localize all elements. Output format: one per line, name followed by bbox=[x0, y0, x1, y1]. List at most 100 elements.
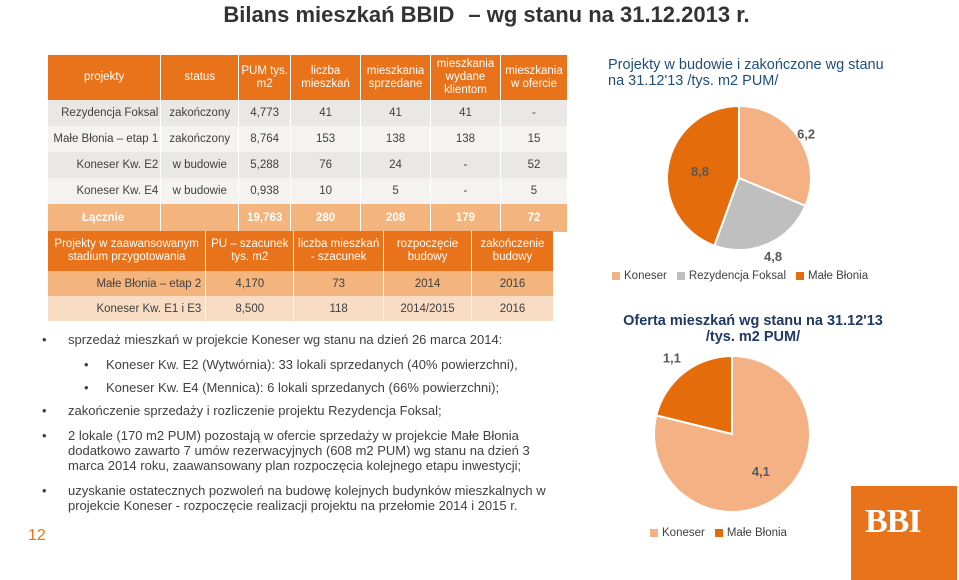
pie-chart-offer: 4,1 1,1 bbox=[653, 352, 811, 513]
table-cell: 52 bbox=[500, 152, 569, 178]
table-cell: w budowie bbox=[160, 178, 240, 204]
bullet-item: 2 lokale (170 m2 PUM) pozostają w oferci… bbox=[40, 428, 560, 473]
table-cell: 4,170 bbox=[205, 271, 295, 296]
table-row: Koneser Kw. E4 w budowie 0,938 10 5 - 5 bbox=[48, 178, 569, 204]
pie-data-label: 6,2 bbox=[797, 126, 815, 141]
column-header: mieszkania sprzedane bbox=[360, 55, 431, 100]
pie-slice-rezydencja-foksal bbox=[713, 176, 807, 251]
table-cell: - bbox=[500, 100, 569, 126]
table-cell: 41 bbox=[430, 100, 501, 126]
legend-label: Rezydencja Foksal bbox=[688, 270, 786, 282]
table-cell: 76 bbox=[290, 152, 362, 178]
column-header: liczba mieszkań - szacunek bbox=[293, 231, 385, 271]
table-cell: 5 bbox=[360, 178, 431, 204]
pie-data-label: 1,1 bbox=[663, 352, 681, 365]
legend-item: Rezydencja Foksal bbox=[676, 270, 786, 282]
table-row: Koneser Kw. E1 i E3 8,500 118 2014/2015 … bbox=[48, 296, 554, 321]
table-cell: 5,288 bbox=[238, 152, 292, 178]
legend-item: Koneser bbox=[650, 527, 705, 539]
table-row: Małe Błonia – etap 2 4,170 73 2014 2016 bbox=[48, 271, 554, 296]
bullet-subitem: Koneser Kw. E4 (Mennica): 6 lokali sprze… bbox=[40, 380, 560, 395]
chart-legend: Koneser Rezydencja Foksal Małe Błonia bbox=[612, 270, 878, 282]
legend-item: Małe Błonia bbox=[796, 270, 868, 282]
column-header: status bbox=[160, 55, 240, 100]
bullet-item: zakończenie sprzedaży i rozliczenie proj… bbox=[40, 403, 560, 418]
bullet-list: sprzedaż mieszkań w projekcie Koneser wg… bbox=[40, 332, 560, 519]
logo-text: BBI bbox=[865, 503, 922, 540]
table-cell: 280 bbox=[290, 204, 362, 232]
page-number: 12 bbox=[28, 527, 46, 544]
legend-label: Małe Błonia bbox=[726, 527, 787, 539]
table-row: Koneser Kw. E2 w budowie 5,288 76 24 - 5… bbox=[48, 152, 569, 178]
table-cell: 8,500 bbox=[205, 296, 295, 321]
table-cell: 15 bbox=[500, 126, 569, 152]
table-row: Rezydencja Foksal zakończony 4,773 41 41… bbox=[48, 100, 569, 126]
column-header: PU – szacunek tys. m2 bbox=[205, 231, 295, 271]
table-cell: 2016 bbox=[471, 296, 554, 321]
table-cell: 0,938 bbox=[238, 178, 292, 204]
column-header: Projekty w zaawansowanym stadium przygot… bbox=[48, 231, 207, 271]
table-cell: 118 bbox=[293, 296, 385, 321]
table-total-row: Łącznie 19,763 280 208 179 72 bbox=[48, 204, 569, 232]
table-cell: 2014 bbox=[383, 271, 472, 296]
column-header: mieszkania w ofercie bbox=[500, 55, 569, 100]
column-header: projekty bbox=[48, 55, 162, 100]
title-rest: – wg stanu na 31.12.2013 r. bbox=[468, 2, 750, 27]
table-cell: Małe Błonia – etap 1 bbox=[48, 126, 162, 152]
chart-legend: Koneser Małe Błonia bbox=[650, 527, 797, 539]
column-header: rozpoczęcie budowy bbox=[383, 231, 472, 271]
title-main: Bilans mieszkań BBID bbox=[223, 2, 455, 27]
table-cell: - bbox=[430, 178, 501, 204]
table-cell: zakończony bbox=[160, 100, 240, 126]
table-cell: 138 bbox=[360, 126, 431, 152]
table-cell: 41 bbox=[360, 100, 431, 126]
legend-label: Koneser bbox=[624, 270, 667, 282]
column-header: zakończenie budowy bbox=[471, 231, 554, 271]
legend-item: Koneser bbox=[612, 270, 667, 282]
column-header: liczba mieszkań bbox=[290, 55, 362, 100]
table-cell: 24 bbox=[360, 152, 431, 178]
pie-data-label: 4,8 bbox=[764, 249, 782, 264]
legend-swatch bbox=[612, 272, 620, 280]
page-title: Bilans mieszkań BBID – wg stanu na 31.12.… bbox=[0, 2, 959, 28]
legend-swatch bbox=[650, 529, 658, 537]
table-header-row: projekty status PUM tys. m2 liczba miesz… bbox=[48, 55, 569, 100]
table-cell: 8,764 bbox=[238, 126, 292, 152]
table-cell: 5 bbox=[500, 178, 569, 204]
table-cell: Koneser Kw. E2 bbox=[48, 152, 162, 178]
table-cell: 2016 bbox=[471, 271, 554, 296]
pie-slice-koneser bbox=[738, 104, 812, 208]
table-cell: Koneser Kw. E4 bbox=[48, 178, 162, 204]
table-cell: 179 bbox=[430, 204, 501, 232]
table-cell: 72 bbox=[500, 204, 569, 232]
bbi-logo: BBI bbox=[851, 486, 957, 580]
chart-title: Projekty w budowie i zakończone wg stanu… bbox=[608, 57, 884, 89]
bullet-subitem: Koneser Kw. E2 (Wytwórnia): 33 lokali sp… bbox=[40, 357, 560, 372]
pie-slice-małe-błonia bbox=[666, 104, 740, 247]
table-cell: 138 bbox=[430, 126, 501, 152]
table-cell: 10 bbox=[290, 178, 362, 204]
table-cell: 208 bbox=[360, 204, 431, 232]
table-cell: - bbox=[430, 152, 501, 178]
legend-swatch bbox=[714, 529, 723, 537]
table-cell: w budowie bbox=[160, 152, 240, 178]
table-cell: Małe Błonia – etap 2 bbox=[48, 271, 207, 296]
table-cell bbox=[160, 204, 240, 232]
legend-swatch bbox=[796, 272, 804, 280]
table-header-row: Projekty w zaawansowanym stadium przygot… bbox=[48, 231, 554, 271]
table-cell: 4,773 bbox=[238, 100, 292, 126]
table-cell: Rezydencja Foksal bbox=[48, 100, 162, 126]
pie-data-label: 4,1 bbox=[752, 464, 770, 479]
legend-label: Małe Błonia bbox=[808, 270, 869, 282]
legend-swatch bbox=[676, 272, 685, 280]
table-cell: 153 bbox=[290, 126, 362, 152]
table-cell: Koneser Kw. E1 i E3 bbox=[48, 296, 207, 321]
table-cell: 19,763 bbox=[238, 204, 292, 232]
table-cell: 2014/2015 bbox=[383, 296, 472, 321]
bullet-item: sprzedaż mieszkań w projekcie Koneser wg… bbox=[40, 332, 560, 347]
bullet-item: uzyskanie ostatecznych pozwoleń na budow… bbox=[40, 483, 560, 513]
projects-in-preparation-table: Projekty w zaawansowanym stadium przygot… bbox=[48, 231, 554, 321]
apartments-balance-table: projekty status PUM tys. m2 liczba miesz… bbox=[48, 55, 569, 232]
table-row: Małe Błonia – etap 1 zakończony 8,764 15… bbox=[48, 126, 569, 152]
table-cell: 73 bbox=[293, 271, 385, 296]
